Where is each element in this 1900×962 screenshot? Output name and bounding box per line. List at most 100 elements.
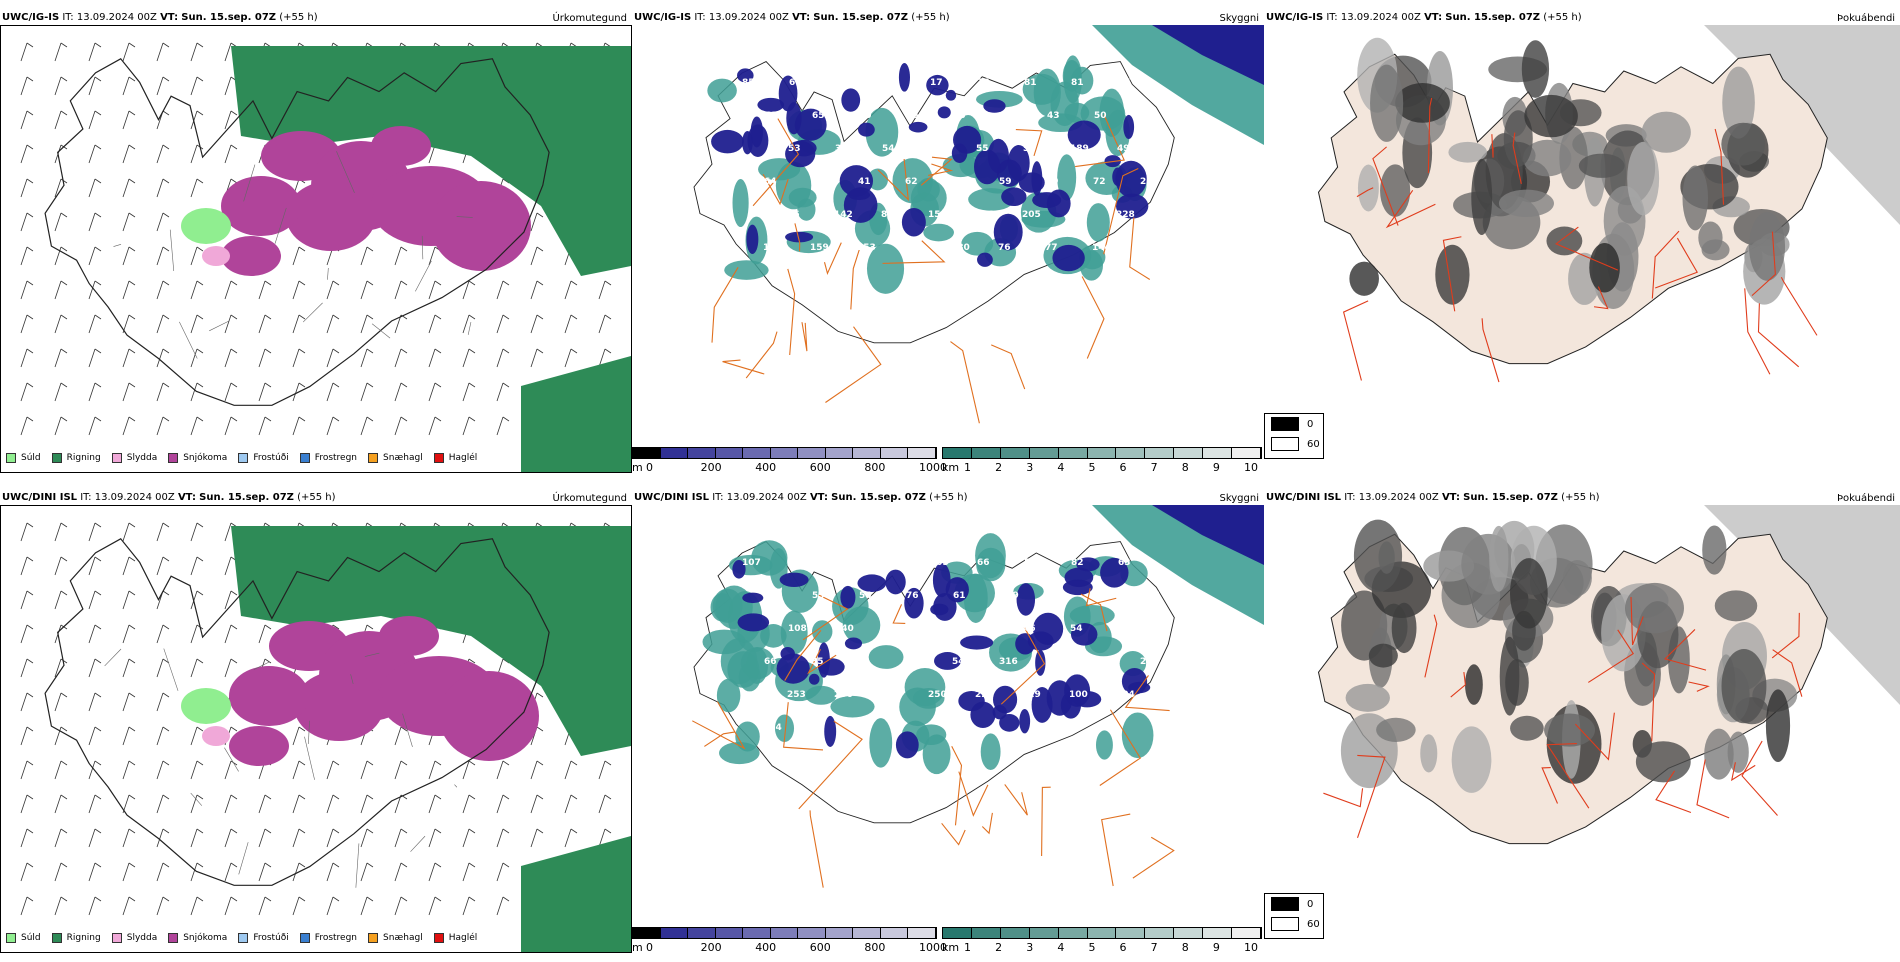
visibility-value-label: 50	[1094, 111, 1107, 121]
vt-label: VT:	[809, 492, 828, 503]
visibility-value-label: 228	[1116, 210, 1135, 220]
it-value: 13.09.2024 00Z	[726, 492, 807, 503]
visibility-value-label: 66	[764, 657, 777, 667]
precip-legend-item: Slydda	[111, 453, 157, 463]
it-value: 13.09.2024 00Z	[1340, 12, 1421, 23]
visibility-value-label: 77	[1117, 624, 1130, 634]
visibility-value-label: 129	[1000, 591, 1019, 601]
legend-swatch	[51, 933, 62, 943]
colorbar-ceiling-m: m 0 200 400 600 800 1000	[632, 447, 947, 477]
legend-label: Frostúði	[253, 453, 289, 463]
colorbar-tick-label: 200	[700, 461, 722, 474]
visibility-value-label: 17	[930, 78, 943, 88]
precip-type-panel: UWC/IG-IS IT: 13.09.2024 00Z VT: Sun. 15…	[0, 10, 632, 482]
visibility-value-label: 119	[929, 144, 948, 154]
colorbar-tick-label: 5	[1088, 461, 1096, 474]
colorbar-visibility-km: km 1 2 3 4 5 6 7 8 9 10	[942, 447, 1262, 477]
fog-legend-swatch	[1271, 417, 1299, 431]
legend-swatch	[51, 453, 62, 463]
visibility-map-svg: 85 60 40 49 17 78 81 81 75 62 65 60 161 96 85 43 50 77 53 3…	[693, 25, 1264, 424]
visibility-value-label: 229	[881, 690, 900, 700]
legend-swatch	[299, 933, 310, 943]
colorbar-tick-label: 1	[964, 941, 971, 954]
fog-legend-swatch	[1271, 917, 1299, 931]
precip-legend-item: Súld	[6, 933, 41, 943]
panel-header: UWC/IG-IS IT: 13.09.2024 00Z VT: Sun. 15…	[1266, 12, 1582, 23]
precip-legend-item: Frostregn	[299, 933, 357, 943]
precip-legend-item: Frostúði	[238, 933, 289, 943]
visibility-value-label: 154	[763, 723, 782, 733]
visibility-value-label: 135	[883, 558, 902, 568]
it-value: 13.09.2024 00Z	[1358, 492, 1439, 503]
ceiling-colorbar-strip	[632, 447, 937, 459]
visibility-value-label: 53	[1024, 558, 1037, 568]
colorbar-tick-label: 7	[1150, 941, 1158, 954]
legend-label: Súld	[21, 933, 41, 943]
forecast-row: UWC/DINI ISL IT: 13.09.2024 00Z VT: Sun.…	[0, 490, 1900, 962]
precip-legend: Súld Rigning Slydda Snjókoma Frostúði Frostre…	[6, 933, 488, 943]
visibility-value-label: 126	[904, 243, 923, 253]
model-name: UWC/IG-IS	[2, 12, 60, 23]
colorbar-unit: m	[632, 941, 643, 954]
visibility-value-label: 96	[953, 111, 966, 121]
fog-map-svg	[1317, 25, 1900, 383]
visibility-value-label: 85	[1000, 111, 1013, 121]
colorbar-tick-label: 3	[1026, 941, 1034, 954]
colorbar-visibility-km: km 1 2 3 4 5 6 7 8 9 10	[942, 927, 1262, 957]
it-label: IT:	[1326, 12, 1338, 23]
visibility-value-label: 53	[929, 624, 942, 634]
visibility-value-label: 78	[977, 78, 990, 88]
visibility-value-label: 75	[1118, 78, 1131, 88]
panel-title-fog: Þokuábendi	[1837, 13, 1896, 24]
visibility-value-label: 206	[1046, 657, 1065, 667]
colorbar-tick-label: 9	[1212, 941, 1220, 954]
legend-label: Snjókoma	[183, 453, 228, 463]
vt-value: Sun. 15.sep. 07Z	[1463, 492, 1558, 503]
legend-label: Snjókoma	[183, 933, 228, 943]
visibility-value-label: 61	[953, 591, 966, 601]
model-name: UWC/DINI ISL	[1266, 492, 1342, 503]
visibility-value-label: 230	[1140, 177, 1159, 187]
legend-swatch	[299, 453, 310, 463]
panel-title-precip: Úrkomutegund	[552, 493, 627, 504]
vt-value: Sun. 15.sep. 07Z	[813, 12, 909, 23]
visibility-value-label: 161	[906, 111, 925, 121]
precip-legend-item: Frostregn	[299, 453, 357, 463]
panel-title-visibility: Skyggni	[1219, 493, 1259, 504]
colorbar-tick-label: 0	[646, 461, 653, 474]
colorbar-tick-label: 9	[1212, 461, 1220, 474]
legend-swatch	[6, 933, 16, 943]
legend-swatch	[368, 453, 379, 463]
legend-swatch	[238, 453, 249, 463]
visibility-value-label: 49	[883, 78, 896, 88]
legend-swatch	[111, 453, 122, 463]
visibility-value-label: 142	[834, 210, 853, 220]
precip-map-svg	[20, 522, 631, 952]
colorbar-tick-label: 5	[1088, 941, 1096, 954]
visibility-value-label: 65	[1047, 591, 1060, 601]
colorbar-tick-label: 2	[995, 941, 1003, 954]
visibility-colorbar-strip	[942, 447, 1262, 459]
visibility-value-label: 61	[858, 657, 871, 667]
visibility-value-label: 150	[928, 210, 947, 220]
fog-legend-item: 0	[1265, 414, 1323, 434]
visibility-value-label: 77	[1141, 111, 1154, 121]
legend-label: Snæhagl	[383, 453, 423, 463]
visibility-value-label: 82	[1071, 558, 1084, 568]
colorbar-tick-label: 2	[995, 461, 1003, 474]
visibility-value-label: 81	[1071, 78, 1084, 88]
visibility-value-label: 66	[977, 558, 990, 568]
it-label: IT:	[62, 12, 74, 23]
fog-legend-label: 60	[1307, 918, 1320, 930]
fog-legend-swatch	[1271, 897, 1299, 911]
colorbar-tick-label: 10	[1244, 461, 1258, 474]
colorbar-unit: m	[632, 461, 643, 474]
visibility-value-label: 100	[1069, 690, 1088, 700]
visibility-value-label: 54	[882, 144, 895, 154]
visibility-value-label: 56	[789, 558, 802, 568]
colorbar-unit: km	[942, 941, 960, 954]
precip-legend: Súld Rigning Slydda Snjókoma Frostúði Frostre…	[6, 453, 488, 463]
vt-value: Sun. 15.sep. 07Z	[831, 492, 926, 503]
precip-map: Súld Rigning Slydda Snjókoma Frostúði Frostre…	[0, 505, 632, 953]
legend-label: Haglél	[448, 453, 478, 463]
